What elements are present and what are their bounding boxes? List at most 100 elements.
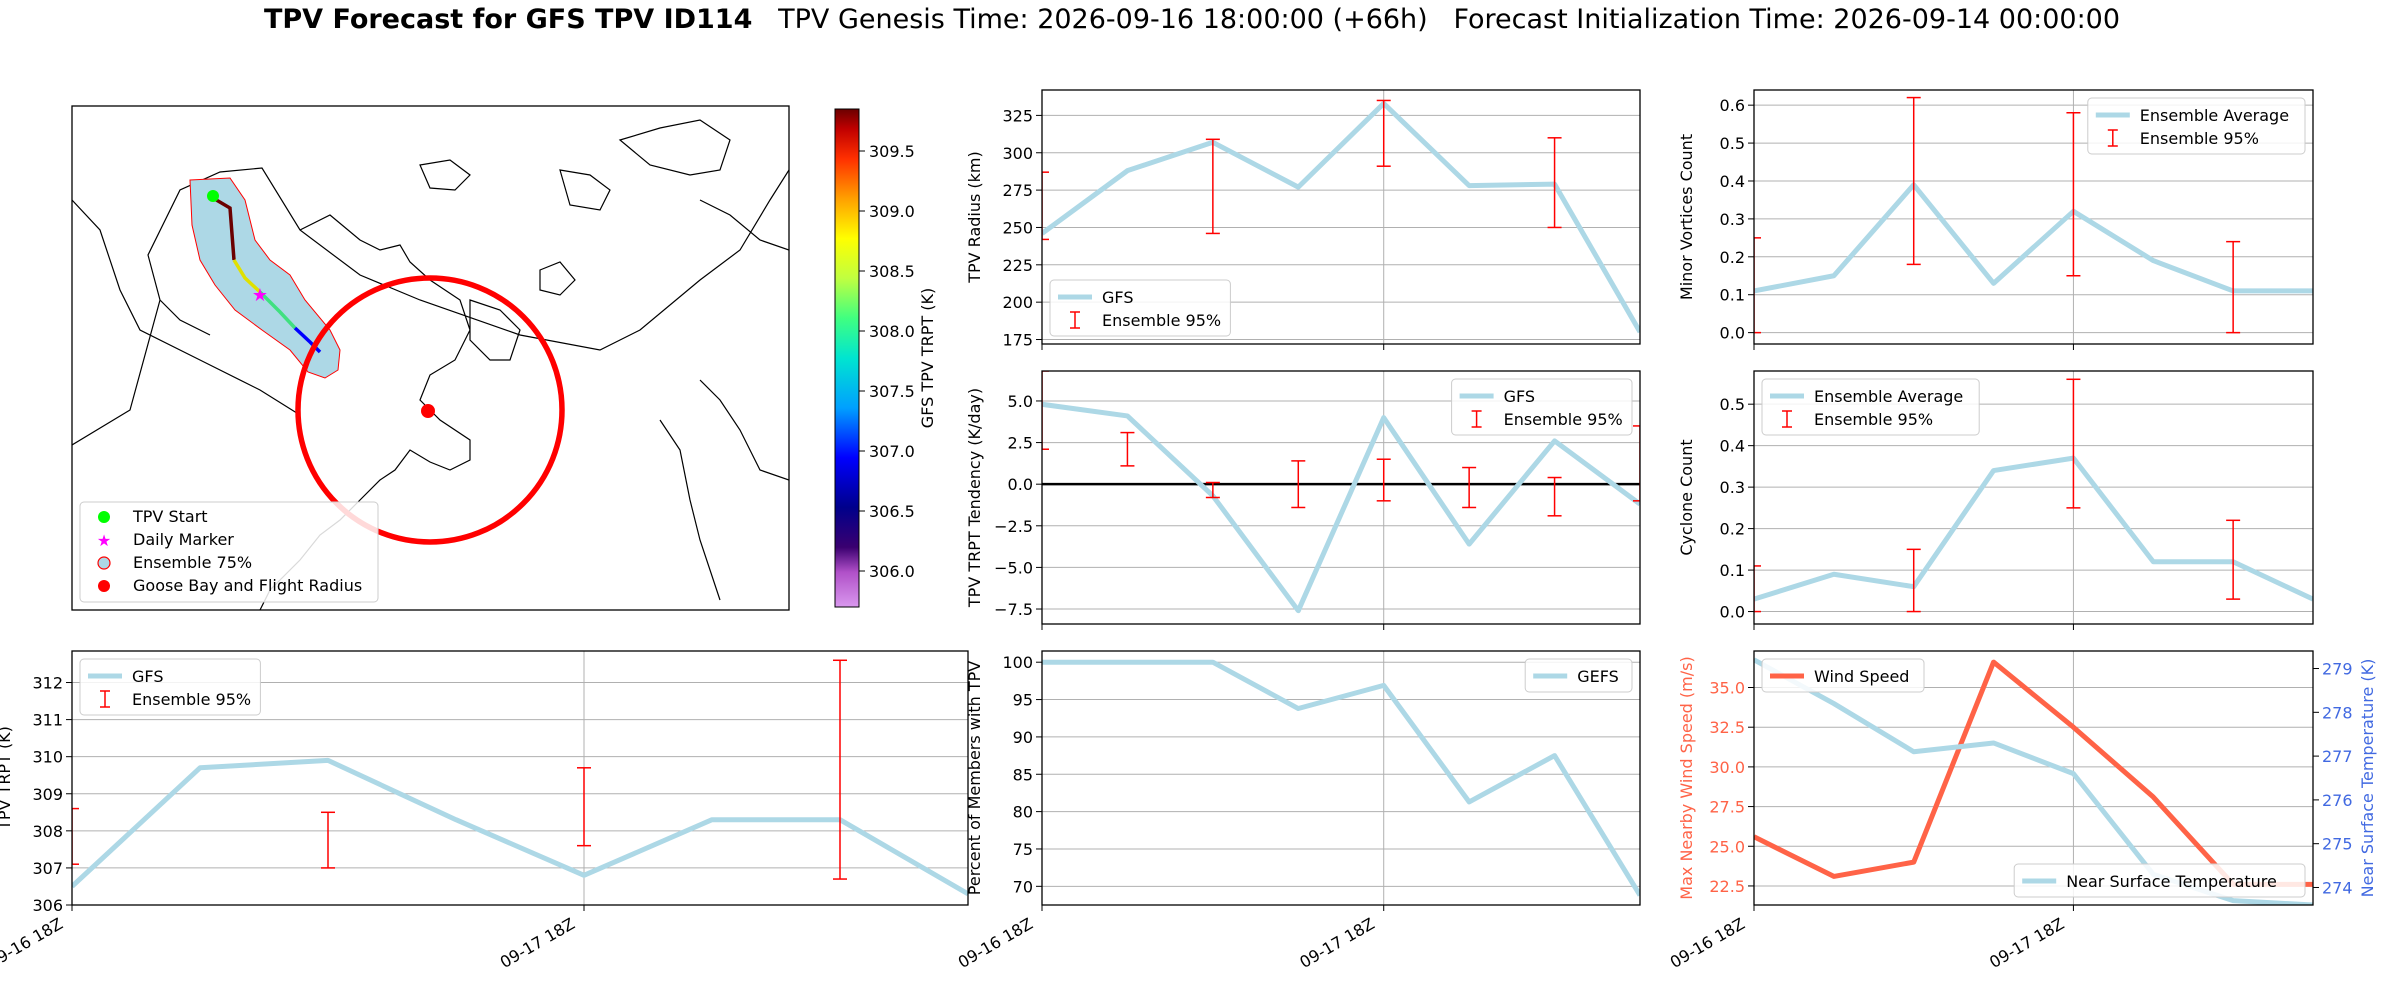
tpv-track-yellow [232,259,262,294]
series-line [1754,659,2313,887]
legend-label: Ensemble 95% [2140,129,2259,148]
map-content: ★ [72,119,789,610]
y-tick-label: 75 [1013,840,1033,859]
y-tick-label: 308 [32,822,63,841]
legend-label: GEFS [1577,667,1619,686]
legend-label: GFS [1504,387,1535,406]
y-tick-label: 300 [1002,144,1033,163]
y-tick-label: 325 [1002,106,1033,125]
title-genesis: TPV Genesis Time: 2026-09-16 18:00:00 (+… [778,4,1428,35]
legend-box [1049,279,1231,337]
x-tick-label: 09-17 18Z [1986,914,2067,972]
legend-tpv-start: TPV Start [132,507,208,526]
colorbar-tick-label: 307.5 [869,382,915,401]
figure-title: TPV Forecast for GFS TPV ID114 TPV Genes… [0,4,2384,35]
y-tick-label: 0.0 [1720,324,1745,343]
map-legend: TPV Start ★ Daily Marker Ensemble 75% Go… [79,501,379,603]
x-tick-label: 09-16 18Z [1667,914,1748,972]
y-tick-label: 311 [32,711,63,730]
plot-area [1042,99,1640,334]
y-tick-label: −5.0 [994,558,1033,577]
chart-radius: 175 200 225 250 275 300 325 TPV Radius (km) GFS E… [965,89,1641,350]
legend-goose-bay: Goose Bay and Flight Radius [133,576,362,595]
legend-box [1761,658,1925,693]
y-tick-label: 80 [1013,803,1033,822]
colorbar-tick-label: 306.0 [869,562,915,581]
chart-members: 70 75 80 85 90 95 100 09-16 18Z 09-17 18Z Percent… [955,650,1641,972]
colorbar-tick-label: 307.0 [869,442,915,461]
daily-marker: ★ [252,285,268,306]
colorbar-tick-label: 306.5 [869,502,915,521]
legend-label: Near Surface Temperature [2066,872,2277,891]
y-tick-label-right: 274 [2322,878,2353,897]
legend-label: GFS [1102,288,1133,307]
y-axis-label: Minor Vortices Count [1677,134,1696,300]
y-tick-label: 0.2 [1720,248,1745,267]
chart-frame [1753,89,2314,345]
plot-area [72,659,968,897]
chart-frame [71,650,969,906]
y-tick-label-right: 279 [2322,660,2353,679]
y-tick-label: 0.5 [1720,134,1745,153]
y-axis-label-right: Near Surface Temperature (K) [2358,659,2377,898]
tpv-track-dark [212,196,236,261]
y-tick-label-right: 278 [2322,703,2353,722]
legend-box [79,658,261,716]
chart-tendency: −7.5 −5.0 −2.5 0.0 2.5 5.0 TPV TRPT Tendency (… [965,370,1641,630]
y-tick-label: 27.5 [1709,798,1745,817]
red-dot-icon [98,580,110,592]
tpv-track-green [258,290,297,330]
chart-frame [1753,650,2314,906]
y-tick-label: 95 [1013,691,1033,710]
y-tick-label: 307 [32,859,63,878]
y-tick-label: 0.2 [1720,520,1745,539]
y-tick-label: 35.0 [1709,679,1745,698]
chart-cyclone: 0.0 0.1 0.2 0.3 0.4 0.5 Cyclone Count Ensemble … [1677,370,2314,630]
colorbar-tick-label: 308.0 [869,322,915,341]
colorbar-tick-label: 309.0 [869,202,915,221]
y-tick-label-right: 276 [2322,791,2353,810]
legend-box [1761,378,1980,436]
chart-legend: Near Surface Temperature [2013,863,2306,898]
legend-label: Ensemble Average [2140,106,2289,125]
green-dot-icon [98,511,110,523]
colorbar-label: GFS TPV TRPT (K) [918,288,937,428]
legend-box [1451,378,1633,436]
chart-legend: Ensemble Average Ensemble 95% [1761,378,1980,436]
chart-frame [1041,650,1641,906]
chart-wind: 22.5 25.0 27.5 30.0 32.5 35.0 09-16 18Z 09-17 1… [1667,650,2377,972]
chart-legend: GFS Ensemble 95% [1451,378,1633,436]
plot-area [1754,378,2313,613]
y-tick-label: 0.1 [1720,561,1745,580]
y-tick-label: 309 [32,785,63,804]
y-tick-label: 250 [1002,218,1033,237]
y-axis-label: TPV TRPT Tendency (K/day) [965,388,984,608]
y-axis-label: Cyclone Count [1677,439,1696,555]
y-tick-label: 275 [1002,181,1033,200]
y-axis-label: TPV TRPT (K) [0,726,14,831]
series-line [1042,100,1640,334]
x-tick-label: 09-16 18Z [955,914,1036,972]
y-tick-label: 175 [1002,331,1033,350]
ensemble-75-region [189,177,341,379]
plot-area [1754,96,2313,334]
colorbar-gradient [834,108,860,608]
chart-trpt: 306 307 308 309 310 311 312 09-16 18Z 09-17 18Z T… [0,650,969,972]
legend-daily-marker: Daily Marker [133,530,234,549]
y-tick-label: 0.0 [1008,475,1033,494]
y-tick-label-right: 275 [2322,835,2353,854]
y-axis-label: TPV Radius (km) [965,151,984,284]
y-tick-label: 70 [1013,877,1033,896]
y-tick-label: 0.6 [1720,96,1745,115]
chart-legend: GEFS [1524,658,1633,693]
y-axis-label: Max Nearby Wind Speed (m/s) [1677,656,1696,899]
y-tick-label: 25.0 [1709,837,1745,856]
y-tick-label: 312 [32,674,63,693]
y-tick-label: 0.1 [1720,286,1745,305]
series-line [72,757,968,897]
series-line [1754,182,2313,294]
chart-frame [1753,370,2314,625]
legend-box [2087,97,2306,155]
y-tick-label: 310 [32,748,63,767]
x-tick-label: 09-17 18Z [1296,914,1377,972]
